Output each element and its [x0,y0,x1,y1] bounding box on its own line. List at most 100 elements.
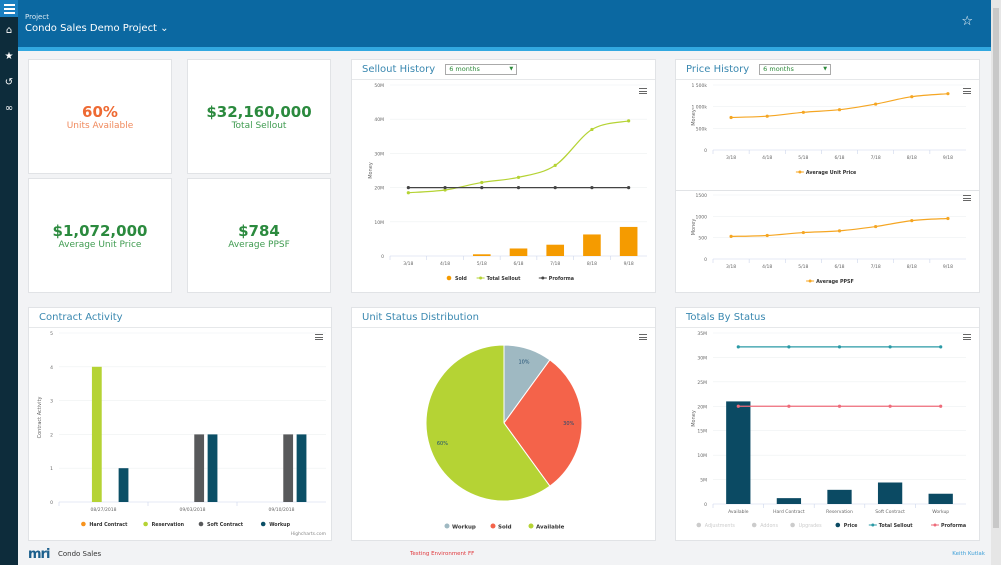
legend-marker [528,523,534,529]
legend-item-proforma[interactable]: Proforma [941,523,966,529]
legend-item-hard-contract[interactable]: Hard Contract [89,522,128,528]
point-total-sellout [590,127,594,132]
legend-item-reservation[interactable]: Reservation [152,522,185,528]
kpi-value: $32,160,000 [206,102,312,121]
x-tick-label: Hard Contract [773,509,805,515]
line-average-ppsf [731,217,948,237]
legend-item-price[interactable]: Price [844,523,858,529]
y-axis-title: Money [368,162,374,179]
legend-item-proforma[interactable]: Proforma [549,276,574,282]
bar-price [928,493,953,504]
x-tick-label: 8/18 [907,264,917,270]
chart-menu-icon[interactable] [315,334,323,340]
legend-marker [808,279,812,283]
point-total-sellout [888,345,892,349]
x-tick-label: 09/10/2018 [269,507,295,513]
bar-sold [583,234,601,256]
legend-marker [81,521,86,527]
y-tick-label: 3 [50,399,53,405]
point-total-sellout [480,180,484,185]
point-average-unit-price [946,92,950,96]
point-average-ppsf [946,216,950,221]
legend-item-average-ppsf[interactable]: Average PPSF [816,279,854,285]
link-icon[interactable]: ∞ [4,102,14,114]
point-proforma [939,404,943,408]
legend-marker [444,523,450,529]
highcharts-credit[interactable]: Highcharts.com [290,532,326,537]
range-select[interactable]: 6 months [445,64,518,75]
point-total-sellout [939,345,943,349]
x-tick-label: 6/18 [513,261,523,267]
point-proforma [590,186,594,190]
scrollbar[interactable] [991,0,1001,565]
sellout-history-chart: 0 10M 20M 30M 40M 50M Money 3/18 4/18 5/18 6/18 7/1… [368,83,647,282]
x-tick-label: 7/18 [550,261,560,267]
chart-menu-icon[interactable] [639,334,647,340]
x-tick-label: 4/18 [440,261,450,267]
legend-marker [446,275,452,281]
app-name: Condo Sales [58,550,102,558]
home-icon[interactable]: ⌂ [5,24,13,36]
contract-activity-panel: Contract Activity 0 1 2 3 4 5 Contract Activit… [28,307,332,541]
y-tick-label: 1 500k [692,83,708,89]
legend-item-addons[interactable]: Addons [760,523,778,529]
chart-menu-icon[interactable] [963,88,971,94]
y-axis-title: Money [691,219,697,236]
point-average-unit-price [837,108,842,112]
star-icon[interactable]: ★ [4,50,14,62]
legend-item-soft-contract[interactable]: Soft Contract [207,522,244,528]
point-average-unit-price [874,102,878,106]
legend-marker [490,523,496,529]
legend-item-total-sellout[interactable]: Total Sellout [487,276,521,282]
x-tick-label: 09/03/2018 [180,507,206,513]
chart-menu-icon[interactable] [963,195,971,201]
x-tick-label: 08/27/2018 [91,507,117,513]
user-link[interactable]: Keith Kutlak [952,551,985,557]
y-axis-title: Money [691,109,697,126]
legend-marker [798,170,802,174]
kpi-label: Average Unit Price [58,239,142,250]
legend-item-upgrades[interactable]: Upgrades [799,523,823,529]
pie-data-label: 10% [518,359,529,365]
legend-item-sold[interactable]: Sold [455,276,467,282]
x-tick-label: 7/18 [871,155,881,161]
contract-activity-chart: 0 1 2 3 4 5 Contract Activity 08/27/2018 09/03/2… [37,331,326,528]
legend-item-workup[interactable]: Workup [269,522,290,528]
legend-item-adjustments[interactable]: Adjustments [705,523,736,529]
bar-price [776,498,802,504]
point-proforma [443,186,447,190]
project-selector[interactable]: Condo Sales Demo Project ⌄ [25,23,169,34]
bar-soft-contract [283,434,294,502]
point-proforma [627,186,631,190]
chevron-down-icon: ⌄ [160,23,169,34]
kpi-value: $784 [238,221,280,240]
average-ppsf-chart: 0 500 1000 1500 Money 3/18 4/18 5/18 6/18 7/18 8/1… [691,193,966,285]
y-tick-label: 0 [704,257,707,263]
x-tick-label: 3/18 [726,264,736,270]
y-tick-label: 0 [704,148,707,154]
chart-menu-icon[interactable] [639,88,647,94]
y-axis-title: Contract Activity [37,397,43,439]
footer: mri Condo Sales Testing Environment FF K… [18,543,991,565]
legend-item-average-unit-price[interactable]: Average Unit Price [806,170,857,176]
kpi-label: Units Available [66,120,134,131]
environment-label: Testing Environment FF [410,551,475,557]
point-proforma [736,404,740,408]
star-outline-icon[interactable]: ☆ [961,14,973,29]
y-tick-label: 30M [374,151,384,157]
point-total-sellout [406,191,410,195]
y-tick-label: 1500 [696,193,708,199]
range-select[interactable]: 6 months [759,64,832,75]
y-tick-label: 500k [696,126,708,132]
unit-status-panel: Unit Status Distribution 10% 30% 60% Workup… [351,307,656,541]
history-icon[interactable]: ↺ [4,76,14,88]
panel-title: Contract Activity [39,312,123,323]
scrollbar-thumb[interactable] [993,8,999,528]
point-proforma [516,186,521,190]
legend-item-total-sellout[interactable]: Total Sellout [879,523,913,529]
panel-title: Unit Status Distribution [362,312,479,323]
bar-workup [118,468,129,502]
chart-menu-icon[interactable] [963,334,971,340]
point-total-sellout [627,119,631,123]
menu-icon[interactable] [0,0,18,17]
